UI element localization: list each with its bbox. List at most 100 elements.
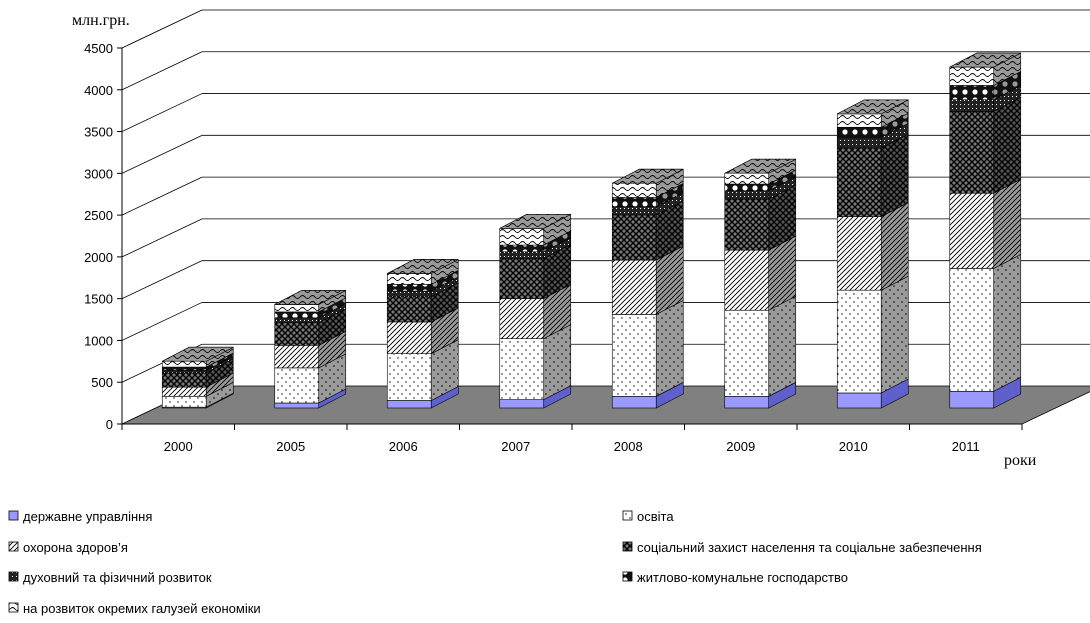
bar-face-front — [611, 396, 657, 409]
x-tick-labels: 2000 2005 2006 2007 2008 2009 2010 2011 — [164, 439, 980, 454]
bar-segment — [949, 376, 1022, 409]
bar-face-front — [499, 298, 545, 339]
bar-face-front — [274, 322, 320, 346]
x-axis-title: роки — [1004, 452, 1037, 469]
bar-segment — [836, 99, 909, 128]
legend-item: духовний та фізичний розвиток — [8, 570, 212, 585]
y-tick-label: 500 — [91, 375, 113, 390]
legend-label: на розвиток окремих галузей економіки — [23, 601, 261, 616]
bar-segment — [724, 235, 797, 311]
bar-segment — [949, 96, 1022, 194]
bar-face-front — [836, 289, 882, 394]
bar-segment — [949, 253, 1022, 392]
bar-face-front — [499, 244, 545, 253]
bar-face-front — [274, 317, 320, 324]
legend-item: освіта — [622, 509, 674, 524]
bar-face-front — [836, 147, 882, 217]
legend-item: соціальний захист населення та соціальне… — [622, 540, 982, 555]
legend-label: державне управління — [23, 509, 152, 524]
legend-swatch — [8, 571, 19, 582]
bar-face-front — [836, 392, 882, 409]
bar-segment — [274, 308, 347, 346]
bar-face-side — [880, 275, 909, 394]
bar-face-side — [655, 299, 684, 397]
bar-segment — [386, 258, 459, 285]
bar-face-front — [949, 66, 995, 86]
bar-face-front — [836, 126, 882, 138]
bar-segment — [836, 202, 909, 291]
bar-face-front — [724, 190, 770, 200]
y-tick-label: 3000 — [84, 166, 113, 181]
bar-face-top-pattern — [387, 259, 459, 274]
axes — [117, 47, 1023, 430]
bar-segment — [724, 158, 797, 185]
legend-label: житлово-комунальне господарство — [637, 570, 848, 585]
bar-face-front — [611, 214, 657, 261]
bar-face-top-pattern — [949, 52, 1021, 68]
x-tick-label: 2011 — [952, 439, 980, 454]
bar-face-front — [724, 396, 770, 409]
bar-segment — [836, 133, 909, 218]
legend-swatch — [8, 602, 19, 613]
bar-face-front — [386, 353, 432, 401]
bar-face-front — [611, 206, 657, 216]
bar-face-top-pattern — [724, 158, 796, 174]
bar-segment — [724, 295, 797, 397]
floor-plane — [121, 385, 1090, 425]
gridline-side — [121, 134, 203, 174]
y-tick-label: 2500 — [84, 208, 113, 223]
chart-floor — [121, 385, 1090, 425]
x-tick-label: 2007 — [501, 439, 530, 454]
gridline-side — [121, 302, 203, 341]
bar-face-front — [836, 113, 882, 128]
bar-face-front — [161, 360, 207, 368]
bar-segment — [274, 330, 347, 369]
y-tick-label: 1500 — [84, 292, 113, 307]
bar-face-front — [724, 172, 770, 185]
bar-segment — [499, 213, 572, 246]
bar-face-front — [386, 290, 432, 298]
legend-swatch — [8, 510, 19, 521]
bar-segment — [499, 243, 572, 300]
bar-segment — [386, 282, 459, 323]
gridline-side — [121, 260, 203, 300]
bar-face-front — [386, 296, 432, 323]
bar-face-front — [499, 228, 545, 246]
bar-face-front — [386, 284, 432, 292]
bar-face-front — [499, 338, 545, 400]
chart-walls — [121, 9, 1090, 49]
x-tick-label: 2006 — [389, 439, 418, 454]
legend-label: соціальний захист населення та соціальне… — [637, 540, 982, 555]
bar-face-front — [499, 399, 545, 409]
bar-face-side — [993, 178, 1022, 269]
bar-face-front — [724, 183, 770, 192]
x-tick-label: 2005 — [276, 439, 305, 454]
bar-face-front — [949, 111, 995, 194]
bar-segment — [499, 284, 572, 340]
x-tick-label: 2009 — [726, 439, 755, 454]
bar-segment — [386, 307, 459, 355]
bar-face-top-pattern — [612, 168, 684, 184]
gridline-side — [121, 9, 203, 49]
bar-face-front — [386, 400, 432, 409]
bar-face-front — [724, 198, 770, 251]
gridline-side — [121, 176, 203, 216]
legend-label: охорона здоров’я — [23, 540, 128, 555]
bar-face-front — [499, 251, 545, 259]
x-tick-label: 2000 — [164, 439, 193, 454]
bar-segment — [949, 178, 1022, 269]
y-tick-label: 1000 — [84, 333, 113, 348]
bar-face-top-pattern — [499, 214, 571, 229]
y-axis-title: млн.грн. — [72, 12, 130, 29]
bar-face-front — [161, 372, 207, 388]
gridline-side — [121, 218, 203, 258]
bar-segment — [949, 70, 1022, 101]
bar-face-front — [949, 390, 995, 409]
bar-face-front — [274, 367, 320, 404]
legend-item: житлово-комунальне господарство — [622, 570, 848, 585]
bar-segment — [611, 245, 684, 315]
bar-face-front — [274, 402, 320, 409]
bar-segment — [386, 339, 459, 401]
legend-item: охорона здоров’я — [8, 540, 128, 555]
